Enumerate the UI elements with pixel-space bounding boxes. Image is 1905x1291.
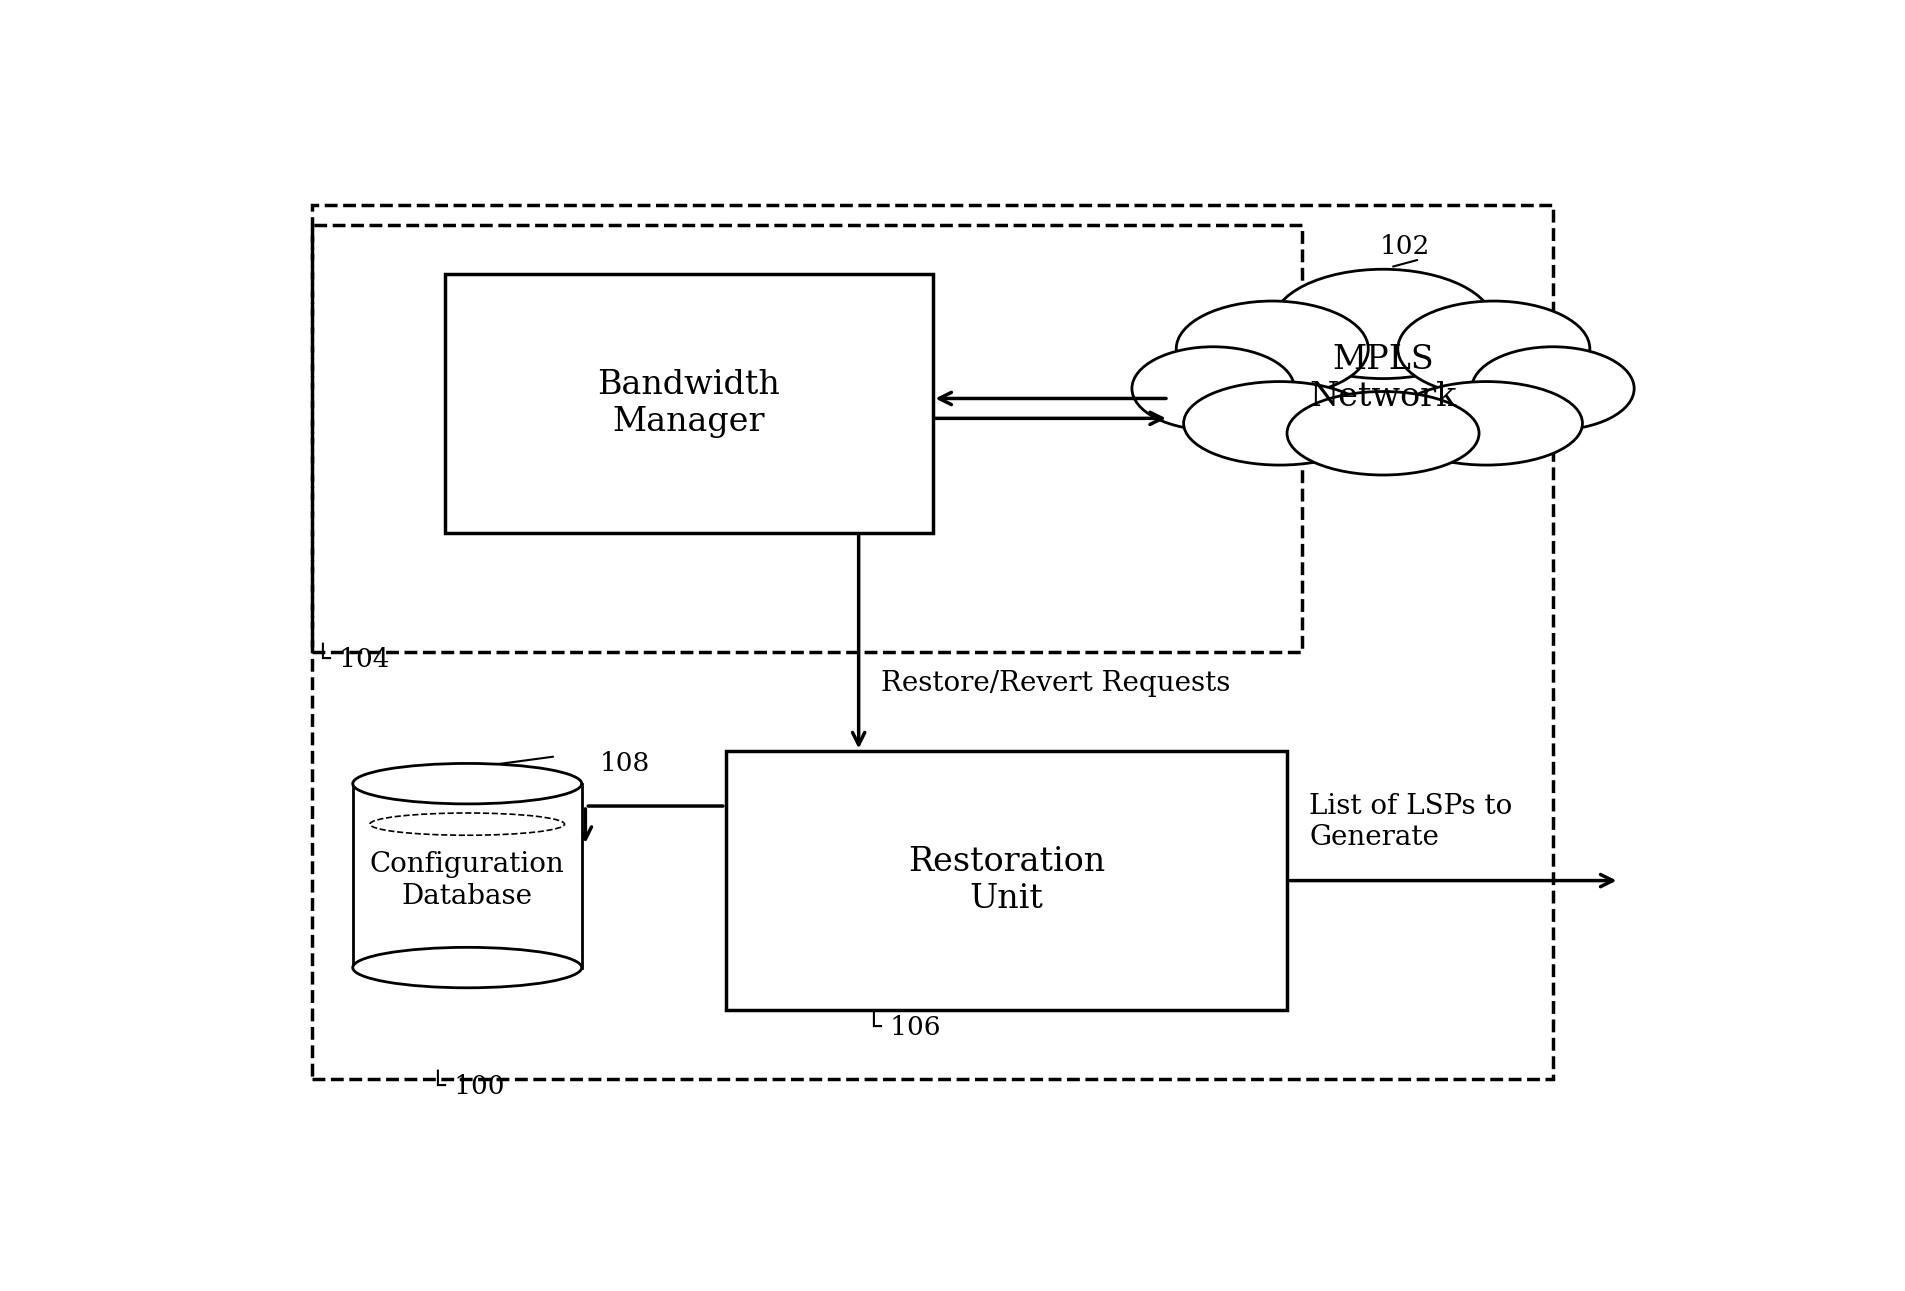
Text: Restore/Revert Requests: Restore/Revert Requests — [880, 670, 1229, 697]
Ellipse shape — [352, 763, 581, 804]
Ellipse shape — [1389, 382, 1581, 465]
Ellipse shape — [1396, 301, 1589, 396]
Text: └ 104: └ 104 — [314, 647, 389, 673]
Bar — [312, 225, 1301, 652]
Text: 108: 108 — [600, 751, 650, 776]
Bar — [444, 274, 932, 533]
Text: MPLS
Network: MPLS Network — [1309, 345, 1455, 413]
Text: └ 100: └ 100 — [431, 1074, 505, 1100]
Ellipse shape — [1175, 301, 1368, 396]
Bar — [352, 784, 581, 967]
Ellipse shape — [1286, 391, 1478, 475]
Ellipse shape — [1183, 382, 1375, 465]
Text: Restoration
Unit: Restoration Unit — [907, 846, 1105, 915]
Text: 102: 102 — [1379, 234, 1429, 259]
Text: └ 106: └ 106 — [865, 1015, 939, 1039]
Ellipse shape — [1132, 347, 1293, 430]
Text: Bandwidth
Manager: Bandwidth Manager — [596, 369, 779, 438]
Ellipse shape — [352, 948, 581, 988]
Ellipse shape — [1471, 347, 1633, 430]
Text: Configuration
Database: Configuration Database — [370, 852, 564, 910]
Text: List of LSPs to
Generate: List of LSPs to Generate — [1309, 793, 1513, 851]
Bar — [726, 751, 1286, 1010]
Ellipse shape — [1273, 270, 1494, 378]
Bar — [312, 205, 1553, 1079]
